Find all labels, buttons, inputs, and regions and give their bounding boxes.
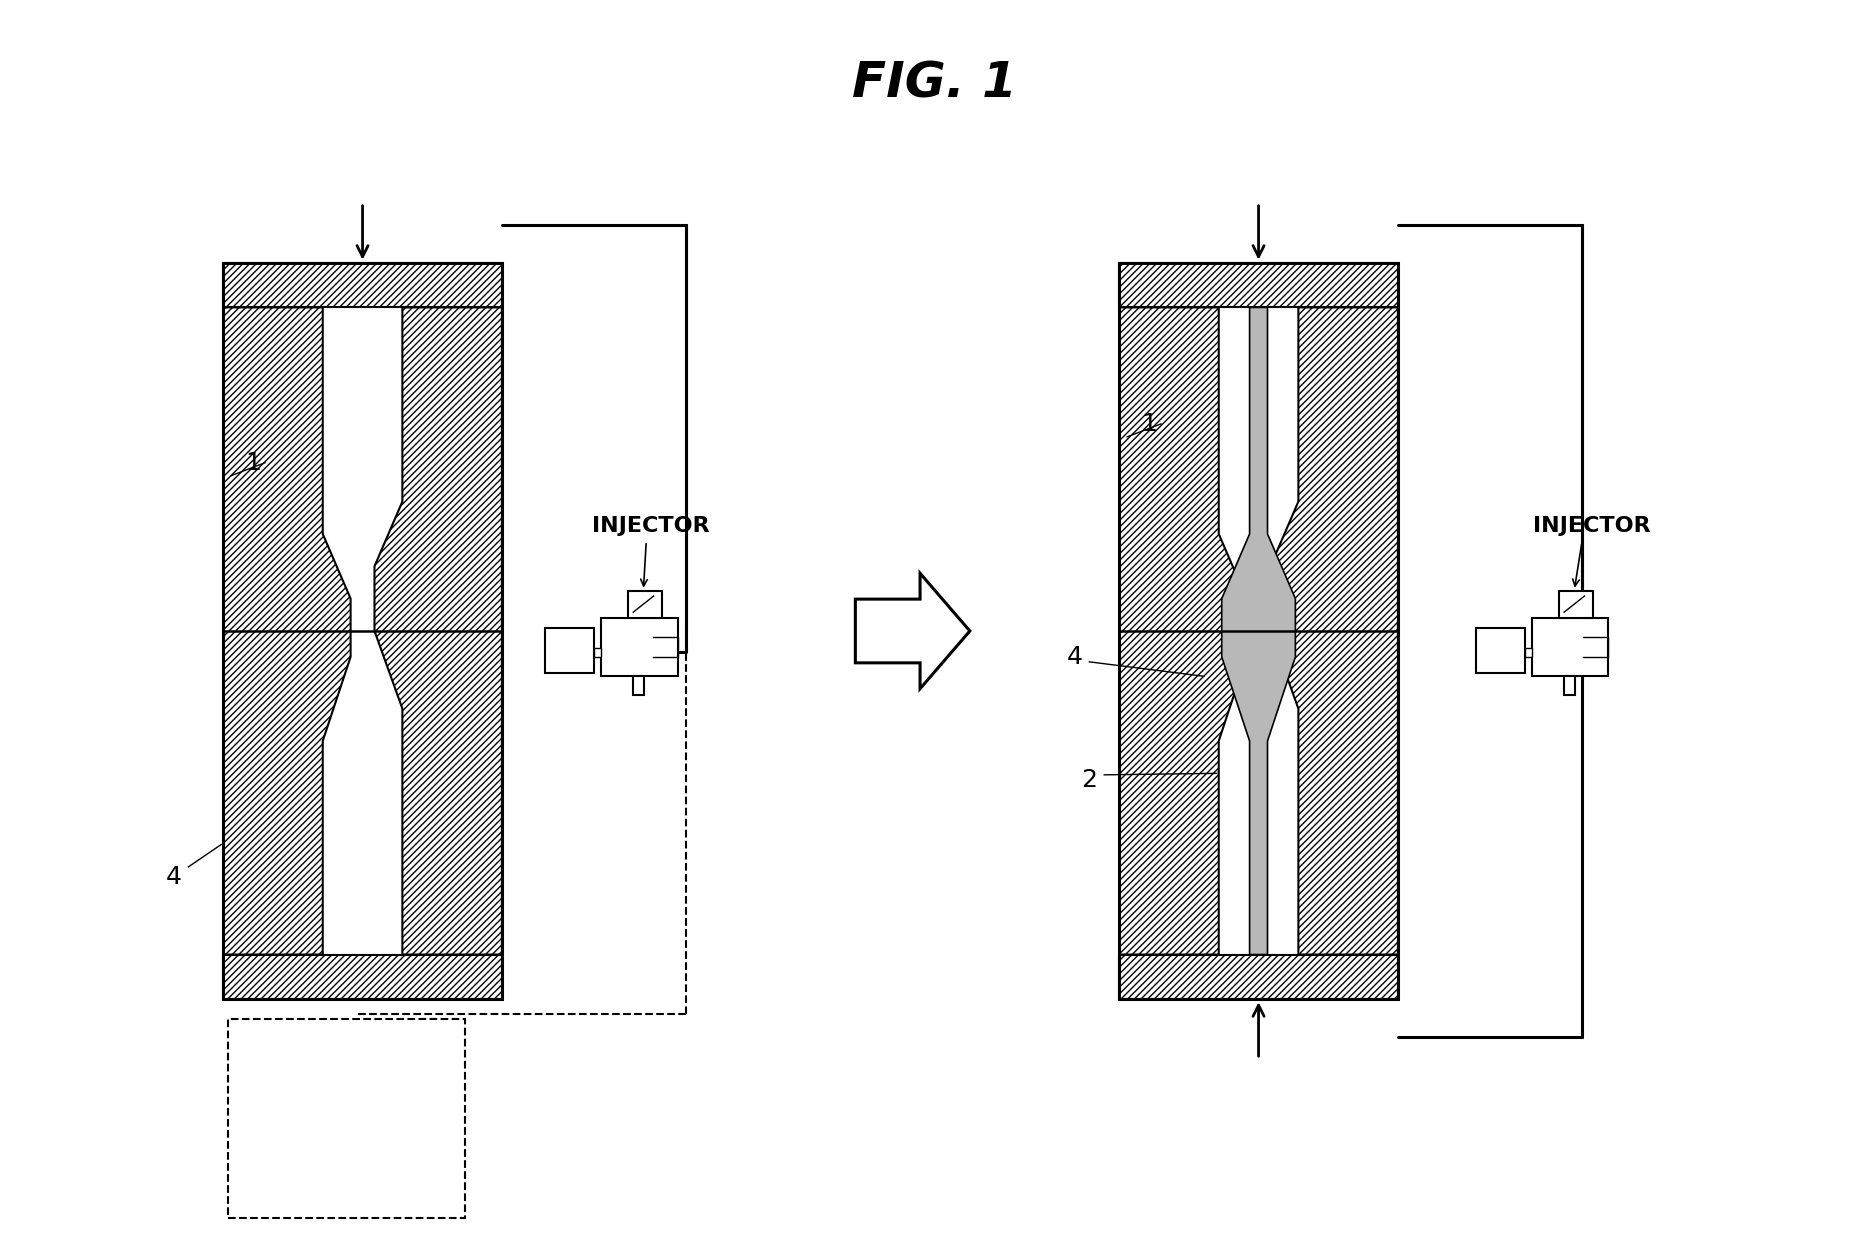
Text: INJECTOR: INJECTOR [1534, 515, 1651, 535]
Text: FIG. 1: FIG. 1 [852, 59, 1016, 108]
Bar [222, 263, 502, 1000]
Bar [1119, 263, 1397, 1000]
Bar [222, 263, 502, 308]
Bar [1476, 628, 1524, 673]
Bar [228, 1020, 465, 1218]
Text: INJECTOR: INJECTOR [592, 515, 710, 535]
Bar [222, 263, 502, 308]
Bar [1119, 263, 1397, 308]
Bar [601, 618, 678, 676]
Bar [633, 676, 644, 696]
Polygon shape [222, 308, 351, 955]
Bar [1119, 263, 1397, 308]
Bar [545, 628, 594, 673]
Bar [1564, 676, 1575, 696]
Text: 1: 1 [1141, 412, 1156, 435]
Bar [1560, 590, 1593, 618]
Bar [594, 648, 601, 657]
Polygon shape [1222, 308, 1295, 955]
Text: 4: 4 [1067, 644, 1082, 669]
Text: 1: 1 [245, 450, 262, 474]
Polygon shape [1270, 308, 1397, 955]
Bar [1119, 955, 1397, 1000]
Bar [222, 955, 502, 1000]
Polygon shape [374, 308, 502, 955]
Bar [1532, 618, 1608, 676]
Bar [628, 590, 661, 618]
Text: 4: 4 [166, 864, 181, 889]
Text: 2: 2 [1082, 768, 1097, 792]
Bar [1524, 648, 1532, 657]
Bar [222, 955, 502, 1000]
Polygon shape [1119, 308, 1246, 955]
Bar [1119, 955, 1397, 1000]
Polygon shape [856, 573, 969, 689]
